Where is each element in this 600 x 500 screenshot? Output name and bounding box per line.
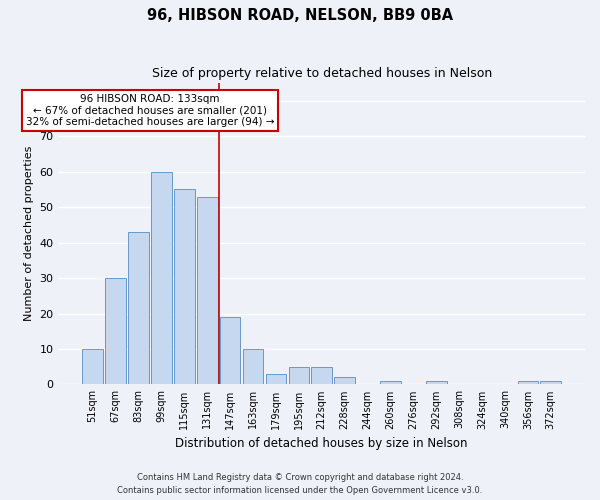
Bar xyxy=(266,374,286,384)
Y-axis label: Number of detached properties: Number of detached properties xyxy=(24,146,34,322)
Bar xyxy=(334,378,355,384)
Bar xyxy=(220,317,241,384)
Bar xyxy=(243,349,263,384)
Bar xyxy=(518,381,538,384)
Bar xyxy=(311,366,332,384)
Bar xyxy=(426,381,446,384)
Bar xyxy=(174,190,194,384)
X-axis label: Distribution of detached houses by size in Nelson: Distribution of detached houses by size … xyxy=(175,437,468,450)
Bar xyxy=(541,381,561,384)
Bar xyxy=(128,232,149,384)
Bar xyxy=(380,381,401,384)
Title: Size of property relative to detached houses in Nelson: Size of property relative to detached ho… xyxy=(152,68,492,80)
Bar xyxy=(151,172,172,384)
Text: 96, HIBSON ROAD, NELSON, BB9 0BA: 96, HIBSON ROAD, NELSON, BB9 0BA xyxy=(147,8,453,22)
Text: Contains HM Land Registry data © Crown copyright and database right 2024.
Contai: Contains HM Land Registry data © Crown c… xyxy=(118,474,482,495)
Bar xyxy=(289,366,309,384)
Text: 96 HIBSON ROAD: 133sqm
← 67% of detached houses are smaller (201)
32% of semi-de: 96 HIBSON ROAD: 133sqm ← 67% of detached… xyxy=(26,94,274,127)
Bar xyxy=(197,196,218,384)
Bar xyxy=(82,349,103,384)
Bar xyxy=(105,278,126,384)
